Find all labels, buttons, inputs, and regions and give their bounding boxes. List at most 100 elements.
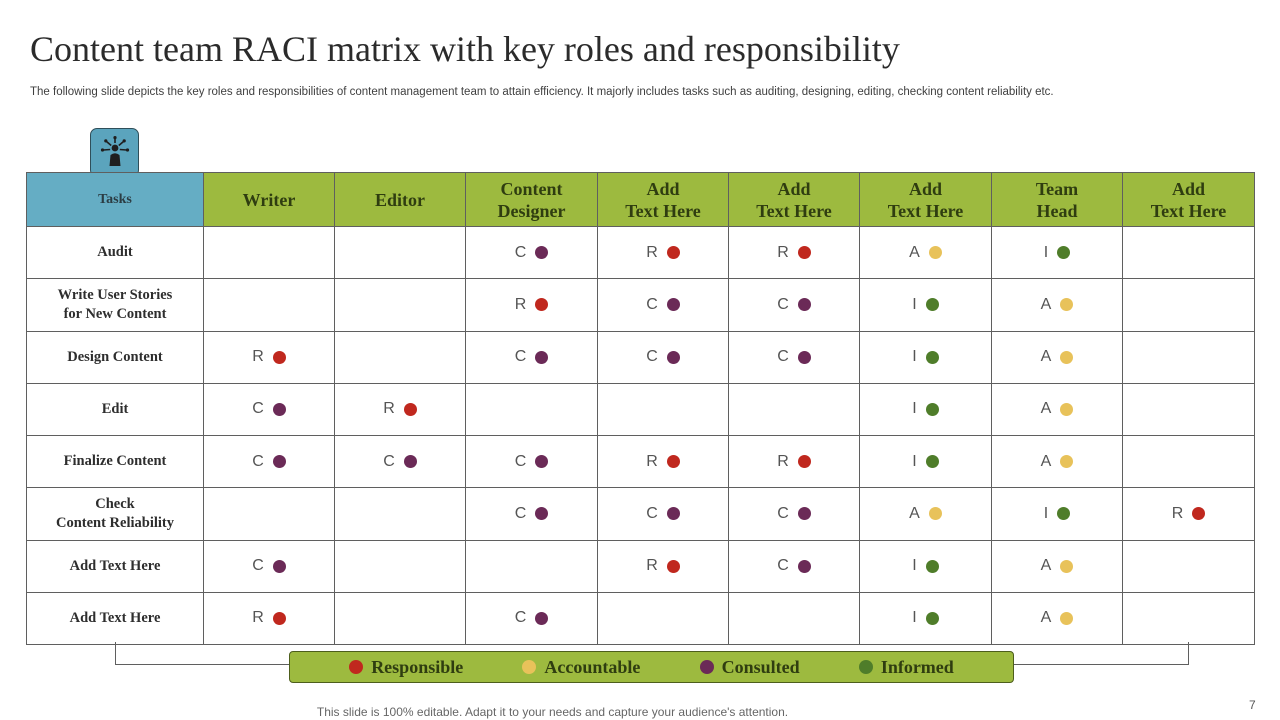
raci-dot-icon [925,455,939,469]
people-network-icon [90,128,139,177]
raci-letter: C [777,348,789,366]
legend-dot-icon [858,660,873,674]
raci-cell: C [203,382,335,437]
raci-dot-icon [535,246,549,260]
raci-cell: R [1122,487,1255,541]
raci-letter: I [1043,504,1049,522]
raci-assignment: A [909,244,942,262]
raci-dot-icon [666,246,680,260]
raci-assignment: R [646,244,680,262]
raci-cell: A [859,487,992,541]
raci-dot-icon [925,350,939,364]
raci-dot-icon [925,611,939,625]
raci-dot-icon [797,559,811,573]
task-label: Add Text Here [26,539,204,593]
raci-dot-icon [797,350,811,364]
table-row: Check Content Reliability C C C A I R [26,487,1255,541]
raci-dot-icon [535,507,549,521]
raci-cell: I [859,539,992,593]
header-role: Add Text Here [728,172,860,227]
raci-assignment: C [252,400,286,418]
header-role: Add Text Here [1122,172,1255,227]
raci-cell: C [728,539,860,593]
raci-dot-icon [535,455,549,469]
raci-letter: A [909,243,920,261]
raci-letter: R [646,557,658,575]
legend-label: Consulted [721,656,800,677]
raci-letter: R [383,400,395,418]
raci-assignment: C [777,557,811,575]
raci-assignment: R [646,453,680,471]
raci-cell [1122,278,1255,332]
raci-cell [334,487,466,541]
raci-cell: I [991,225,1123,280]
raci-letter: C [514,348,527,366]
raci-dot-icon [535,298,549,312]
task-label: Finalize Content [26,434,204,489]
raci-cell [597,382,729,437]
raci-dot-icon [535,611,549,625]
legend-item: Responsible [349,657,463,678]
raci-assignment: I [1044,244,1071,262]
page-subtitle: The following slide depicts the key role… [30,86,1054,98]
raci-cell: C [203,539,335,593]
task-label: Audit [26,225,204,280]
page-title: Content team RACI matrix with key roles … [30,29,900,69]
raci-dot-icon [272,350,286,364]
raci-letter: A [1040,452,1052,470]
raci-dot-icon [1192,507,1206,521]
raci-cell [334,330,466,384]
raci-letter: A [1040,609,1052,627]
raci-cell: R [597,225,729,280]
raci-cell: I [991,487,1123,541]
raci-assignment: I [1043,504,1071,523]
raci-cell: R [597,434,729,489]
raci-letter: I [912,609,917,627]
raci-cell: R [728,434,860,489]
table-row: Finalize Content C C C R R I A [26,434,1255,489]
raci-cell [1122,225,1255,280]
raci-assignment: R [1172,505,1206,523]
raci-letter: A [1040,400,1052,418]
legend: Responsible Accountable Consulted Informed [289,651,1014,683]
raci-assignment: I [912,400,939,418]
raci-cell [203,278,335,332]
raci-cell: I [859,382,992,437]
raci-cell: R [465,278,598,332]
raci-dot-icon [666,350,680,364]
raci-letter: C [646,295,658,313]
raci-dot-icon [272,559,286,573]
raci-cell: C [597,278,729,332]
raci-cell: A [991,278,1123,332]
raci-cell: C [465,225,598,280]
header-tasks: Tasks [26,172,204,227]
raci-cell: C [728,487,860,541]
raci-letter: C [383,452,395,470]
raci-dot-icon [925,298,939,312]
raci-cell: I [859,434,992,489]
raci-cell: C [465,487,598,541]
raci-assignment: C [515,453,549,471]
raci-letter: C [252,557,264,575]
raci-letter: R [646,243,658,261]
task-label: Write User Stories for New Content [26,278,204,332]
raci-assignment: C [252,557,286,575]
raci-cell: A [991,591,1123,646]
raci-cell [465,382,598,437]
raci-assignment: C [383,453,417,471]
raci-cell: I [859,330,992,384]
raci-letter: I [912,348,917,366]
table-row: Design Content R C C C I A [26,330,1255,384]
raci-letter: I [912,400,917,418]
raci-letter: C [252,452,264,470]
raci-letter: C [777,504,789,522]
raci-cell: A [991,434,1123,489]
raci-cell: C [334,434,466,489]
raci-cell [1122,330,1255,384]
raci-letter: C [514,504,527,522]
raci-dot-icon [272,402,286,416]
raci-cell: C [203,434,335,489]
raci-dot-icon [666,559,680,573]
raci-letter: C [646,504,658,522]
raci-cell: C [597,330,729,384]
